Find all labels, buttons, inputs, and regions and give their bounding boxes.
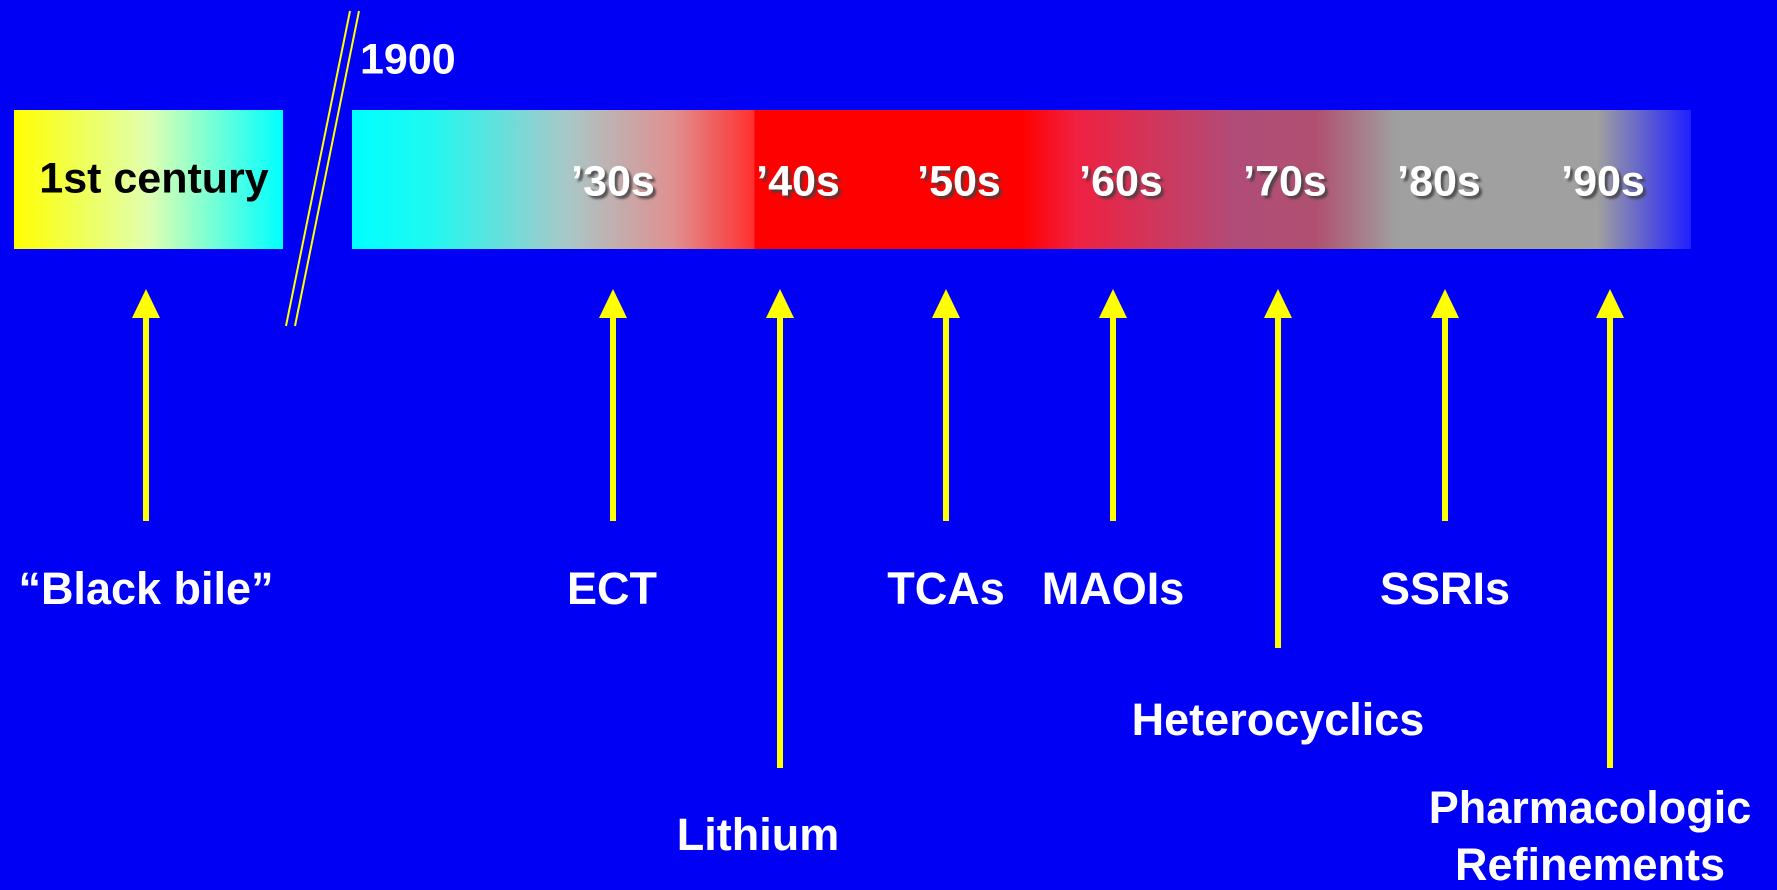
decade-label: ’60s — [1079, 157, 1163, 205]
decade-label: ’70s — [1243, 157, 1327, 205]
treatment-label: Pharmacologic — [1429, 782, 1752, 833]
break-line — [294, 10, 360, 327]
arrow-head — [1431, 289, 1459, 318]
treatment-label: Heterocyclics — [1132, 694, 1425, 745]
treatment-label: MAOIs — [1042, 563, 1185, 614]
decade-label: ’90s — [1561, 157, 1645, 205]
decade-label: ’40s — [756, 157, 840, 205]
break-line — [285, 10, 351, 327]
arrow-head — [1264, 289, 1292, 318]
arrow-head — [599, 289, 627, 318]
treatment-label: “Black bile” — [18, 563, 273, 614]
arrow-head — [932, 289, 960, 318]
early-era-label: 1st century — [39, 154, 269, 202]
treatment-label: Refinements — [1455, 839, 1725, 890]
century-bar — [352, 110, 1691, 249]
arrow-head — [1596, 289, 1624, 318]
early-era-box — [14, 110, 283, 249]
treatment-label: ECT — [567, 563, 657, 614]
arrow-head — [1099, 289, 1127, 318]
treatment-label: TCAs — [887, 563, 1005, 614]
treatment-label: Lithium — [677, 809, 839, 860]
decade-label: ’80s — [1397, 157, 1481, 205]
year-marker: 1900 — [360, 35, 456, 83]
treatment-label: SSRIs — [1380, 563, 1510, 614]
decade-label: ’50s — [917, 157, 1001, 205]
arrow-head — [132, 289, 160, 318]
arrow-head — [766, 289, 794, 318]
decade-label: ’30s — [571, 157, 655, 205]
